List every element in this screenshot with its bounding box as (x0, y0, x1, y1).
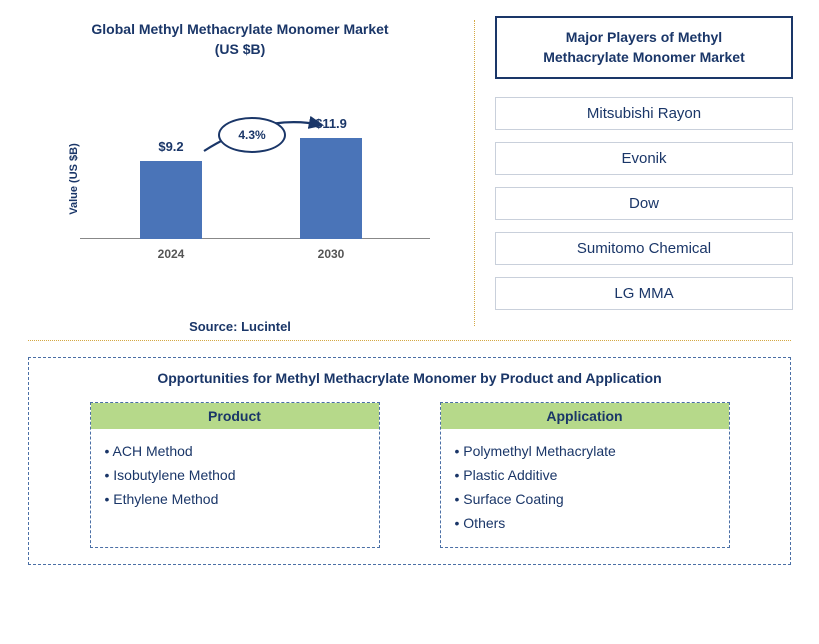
opportunity-column: ApplicationPolymethyl MethacrylatePlasti… (440, 402, 730, 548)
opportunity-item: Polymethyl Methacrylate (455, 439, 715, 463)
cagr-value: 4.3% (238, 128, 265, 142)
players-header-line2: Methacrylate Monomer Market (543, 49, 745, 65)
growth-arrow-icon (80, 89, 380, 249)
chart-panel: Global Methyl Methacrylate Monomer Marke… (20, 10, 460, 340)
player-item: Evonik (495, 142, 793, 175)
opportunities-panel: Opportunities for Methyl Methacrylate Mo… (28, 357, 791, 565)
opportunities-title: Opportunities for Methyl Methacrylate Mo… (45, 370, 774, 386)
x-tick-label: 2030 (318, 247, 345, 261)
opportunity-item: ACH Method (105, 439, 365, 463)
opportunity-column-header: Product (91, 403, 379, 429)
chart-area: Value (US $B) 4.3% $9.22024$11.92030 (80, 89, 430, 269)
vertical-divider (474, 20, 475, 326)
players-header-line1: Major Players of Methyl (566, 29, 722, 45)
player-item: Mitsubishi Rayon (495, 97, 793, 130)
player-item: Dow (495, 187, 793, 220)
player-item: Sumitomo Chemical (495, 232, 793, 265)
players-header: Major Players of Methyl Methacrylate Mon… (495, 16, 793, 79)
x-tick-label: 2024 (158, 247, 185, 261)
opportunity-list: Polymethyl MethacrylatePlastic AdditiveS… (441, 429, 729, 547)
opportunity-item: Plastic Additive (455, 463, 715, 487)
opportunity-item: Surface Coating (455, 487, 715, 511)
chart-title: Global Methyl Methacrylate Monomer Marke… (30, 20, 450, 59)
top-region: Global Methyl Methacrylate Monomer Marke… (0, 0, 819, 340)
horizontal-divider (28, 340, 791, 341)
source-text: Source: Lucintel (189, 319, 291, 334)
chart-title-line1: Global Methyl Methacrylate Monomer Marke… (91, 21, 388, 37)
cagr-oval: 4.3% (218, 117, 286, 153)
opportunity-item: Isobutylene Method (105, 463, 365, 487)
opportunity-list: ACH MethodIsobutylene MethodEthylene Met… (91, 429, 379, 523)
opportunity-column: ProductACH MethodIsobutylene MethodEthyl… (90, 402, 380, 548)
opportunity-item: Ethylene Method (105, 487, 365, 511)
chart-title-line2: (US $B) (215, 41, 266, 57)
players-panel: Major Players of Methyl Methacrylate Mon… (489, 10, 799, 340)
opportunity-column-header: Application (441, 403, 729, 429)
player-item: LG MMA (495, 277, 793, 310)
y-axis-label: Value (US $B) (68, 143, 80, 215)
opportunities-columns: ProductACH MethodIsobutylene MethodEthyl… (45, 402, 774, 548)
opportunity-item: Others (455, 511, 715, 535)
